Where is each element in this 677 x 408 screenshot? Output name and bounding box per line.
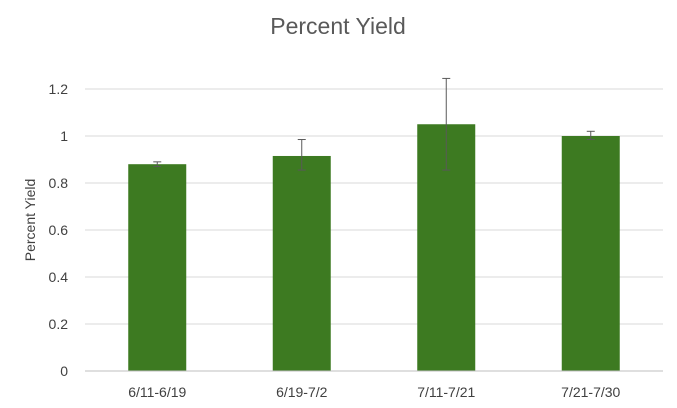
y-axis-ticks: 0 0.2 0.4 0.6 0.8 1 1.2 (49, 81, 69, 379)
error-bars (153, 77, 595, 171)
y-tick-label: 1.2 (49, 81, 69, 97)
y-tick-label: 0.6 (49, 222, 69, 238)
y-tick-label: 0 (60, 363, 68, 379)
error-bar (586, 130, 595, 141)
y-tick-label: 0.8 (49, 175, 69, 191)
x-tick-label: 7/21-7/30 (561, 384, 620, 400)
x-tick-label: 6/11-6/19 (128, 384, 186, 400)
error-bar (153, 161, 162, 168)
y-tick-label: 0.4 (49, 269, 69, 285)
y-tick-label: 0.2 (49, 316, 69, 332)
bars (128, 124, 620, 371)
error-bar (297, 139, 306, 171)
x-tick-label: 7/11-7/21 (417, 384, 475, 400)
bar (561, 136, 620, 371)
error-bar (442, 77, 451, 171)
bar (128, 164, 187, 371)
y-tick-label: 1 (60, 128, 68, 144)
bar (272, 155, 331, 371)
x-axis-ticks: 6/11-6/19 6/19-7/2 7/11-7/21 7/21-7/30 (128, 384, 620, 400)
y-axis-label: Percent Yield (22, 179, 38, 262)
chart-title: Percent Yield (270, 13, 406, 39)
x-tick-label: 6/19-7/2 (276, 384, 328, 400)
